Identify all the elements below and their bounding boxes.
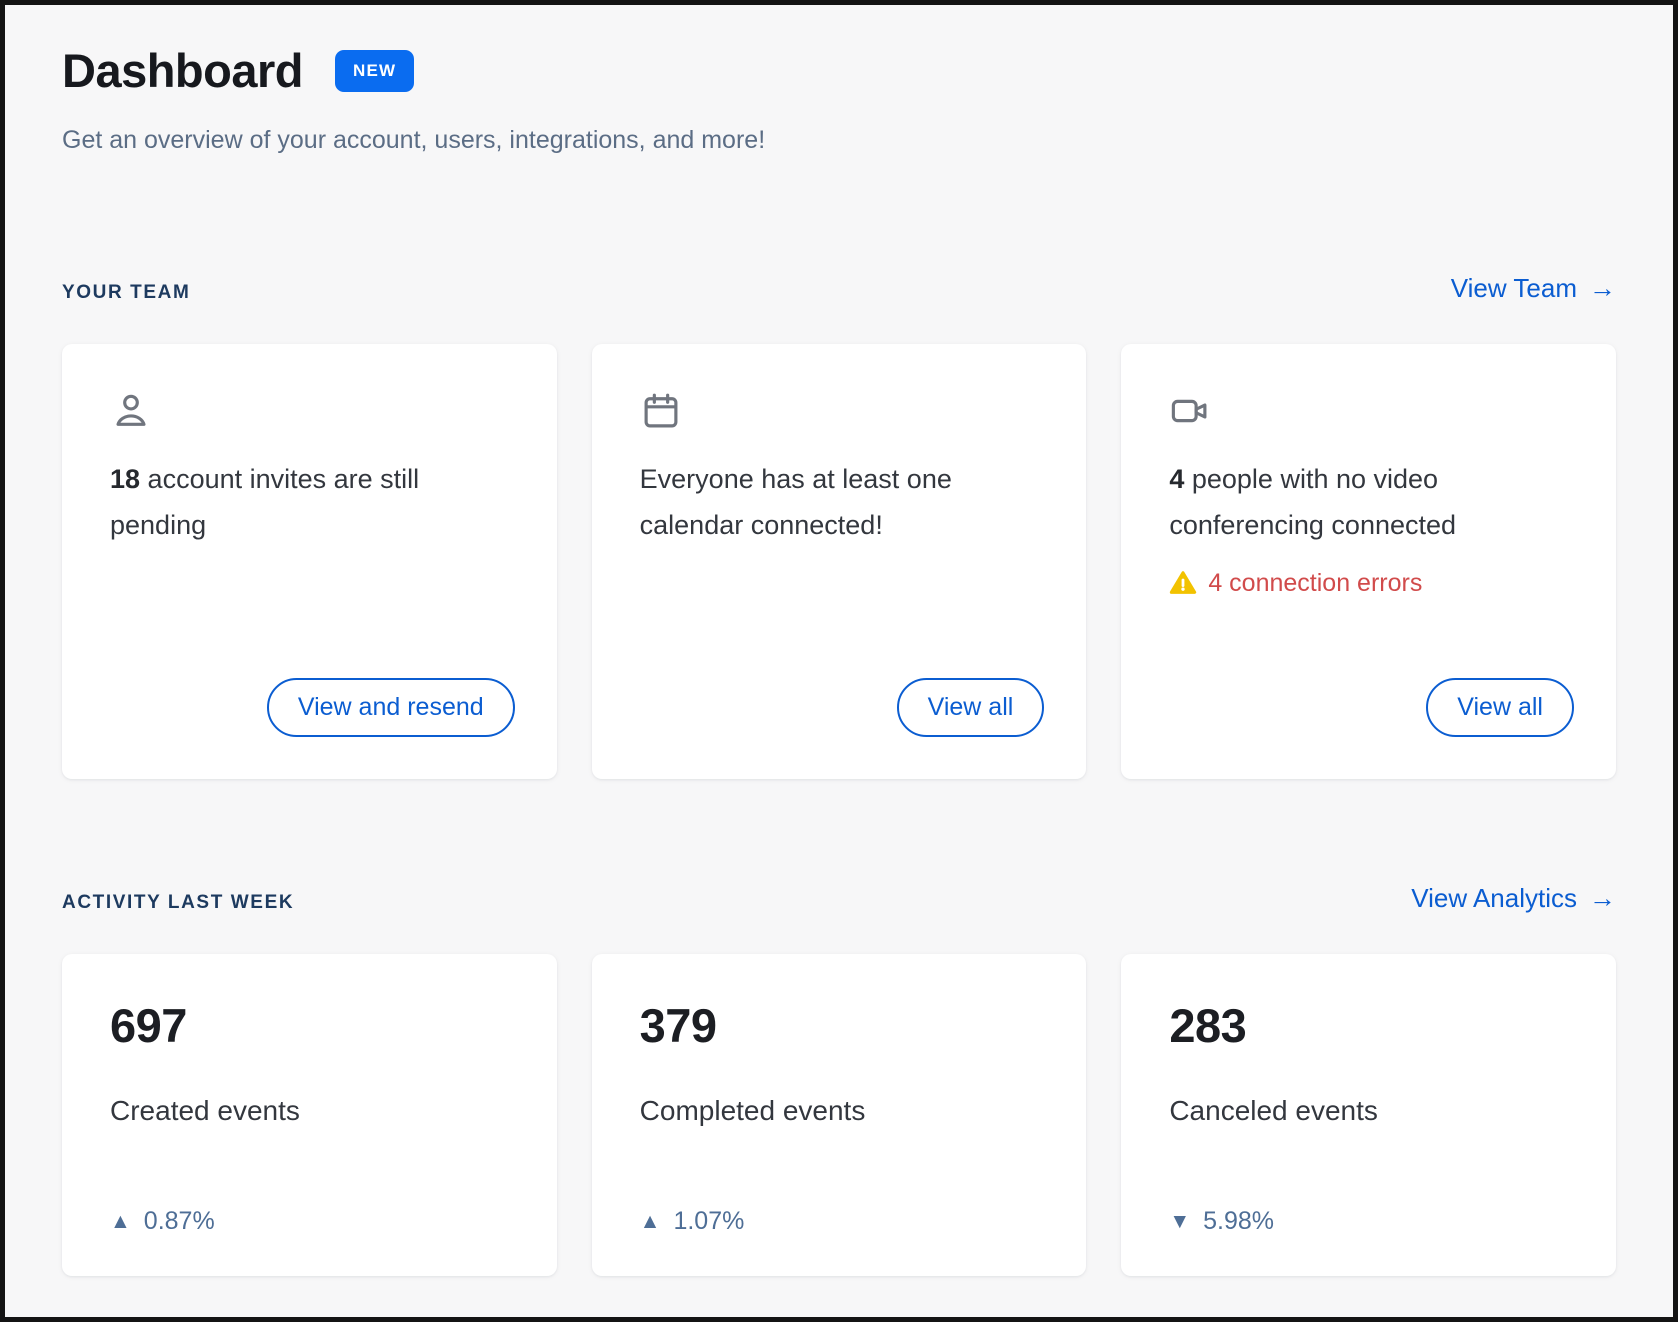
video-message: people with no video conferencing connec… — [1169, 464, 1457, 541]
view-team-link[interactable]: View Team → — [1451, 273, 1616, 304]
canceled-events-label: Canceled events — [1169, 1095, 1378, 1126]
calendar-connected-card: Everyone has at least one calendar conne… — [591, 344, 1087, 779]
canceled-events-delta: ▼ 5.98% — [1169, 1207, 1274, 1236]
canceled-events-card: 283 Canceled events ▼ 5.98% — [1121, 954, 1616, 1276]
video-conferencing-card: 4 people with no video conferencing conn… — [1121, 344, 1616, 779]
view-and-resend-button[interactable]: View and resend — [266, 678, 515, 737]
created-events-delta-value: 0.87% — [143, 1207, 215, 1235]
created-events-card: 697 Created events ▲ 0.87% — [62, 954, 557, 1276]
view-analytics-link[interactable]: View Analytics → — [1411, 883, 1616, 914]
arrow-right-icon: → — [1589, 883, 1616, 913]
connection-errors-text: 4 connection errors — [1208, 568, 1423, 597]
trend-up-icon: ▲ — [639, 1210, 661, 1233]
video-camera-icon — [1169, 390, 1568, 432]
team-section-label: YOUR TEAM — [62, 282, 191, 303]
warning-triangle-icon — [1169, 569, 1197, 597]
calendar-message: Everyone has at least one calendar conne… — [639, 464, 952, 541]
arrow-right-icon: → — [1589, 273, 1616, 303]
completed-events-delta-value: 1.07% — [673, 1207, 745, 1235]
completed-events-delta: ▲ 1.07% — [640, 1207, 745, 1236]
new-badge: NEW — [335, 49, 415, 92]
calendar-icon — [640, 390, 1039, 432]
activity-section-label: ACTIVITY LAST WEEK — [62, 892, 295, 913]
created-events-label: Created events — [110, 1095, 300, 1126]
completed-events-label: Completed events — [639, 1095, 866, 1126]
canceled-events-delta-value: 5.98% — [1203, 1207, 1275, 1235]
created-events-value: 697 — [110, 999, 187, 1052]
page-title: Dashboard — [62, 44, 304, 97]
page-header: Dashboard NEW — [62, 43, 1616, 98]
team-section-header: YOUR TEAM View Team → — [62, 273, 1616, 304]
pending-invites-message: account invites are still pending — [110, 464, 420, 541]
view-team-link-label: View Team — [1450, 273, 1577, 303]
completed-events-card: 379 Completed events ▲ 1.07% — [591, 954, 1087, 1276]
pending-invites-count: 18 — [110, 464, 141, 494]
pending-invites-text: 18 account invites are still pending — [110, 456, 480, 549]
trend-down-icon: ▼ — [1169, 1210, 1191, 1233]
page-subtitle: Get an overview of your account, users, … — [62, 126, 766, 154]
view-all-calendars-button[interactable]: View all — [896, 678, 1045, 737]
completed-events-value: 379 — [639, 999, 717, 1052]
view-all-video-button[interactable]: View all — [1426, 678, 1574, 737]
view-analytics-link-label: View Analytics — [1411, 883, 1577, 913]
person-icon — [110, 390, 509, 432]
connection-errors-warning: 4 connection errors — [1169, 569, 1568, 598]
created-events-delta: ▲ 0.87% — [110, 1207, 215, 1236]
pending-invites-card: 18 account invites are still pending Vie… — [62, 344, 557, 779]
video-conferencing-text: 4 people with no video conferencing conn… — [1169, 456, 1539, 549]
activity-stats-grid: 697 Created events ▲ 0.87% 379 Completed… — [62, 954, 1616, 1276]
canceled-events-value: 283 — [1169, 999, 1247, 1052]
trend-up-icon: ▲ — [110, 1210, 131, 1233]
video-count: 4 — [1169, 464, 1185, 494]
activity-section-header: ACTIVITY LAST WEEK View Analytics → — [62, 883, 1616, 914]
team-cards-grid: 18 account invites are still pending Vie… — [62, 344, 1616, 779]
calendar-connected-text: Everyone has at least one calendar conne… — [640, 456, 1010, 549]
